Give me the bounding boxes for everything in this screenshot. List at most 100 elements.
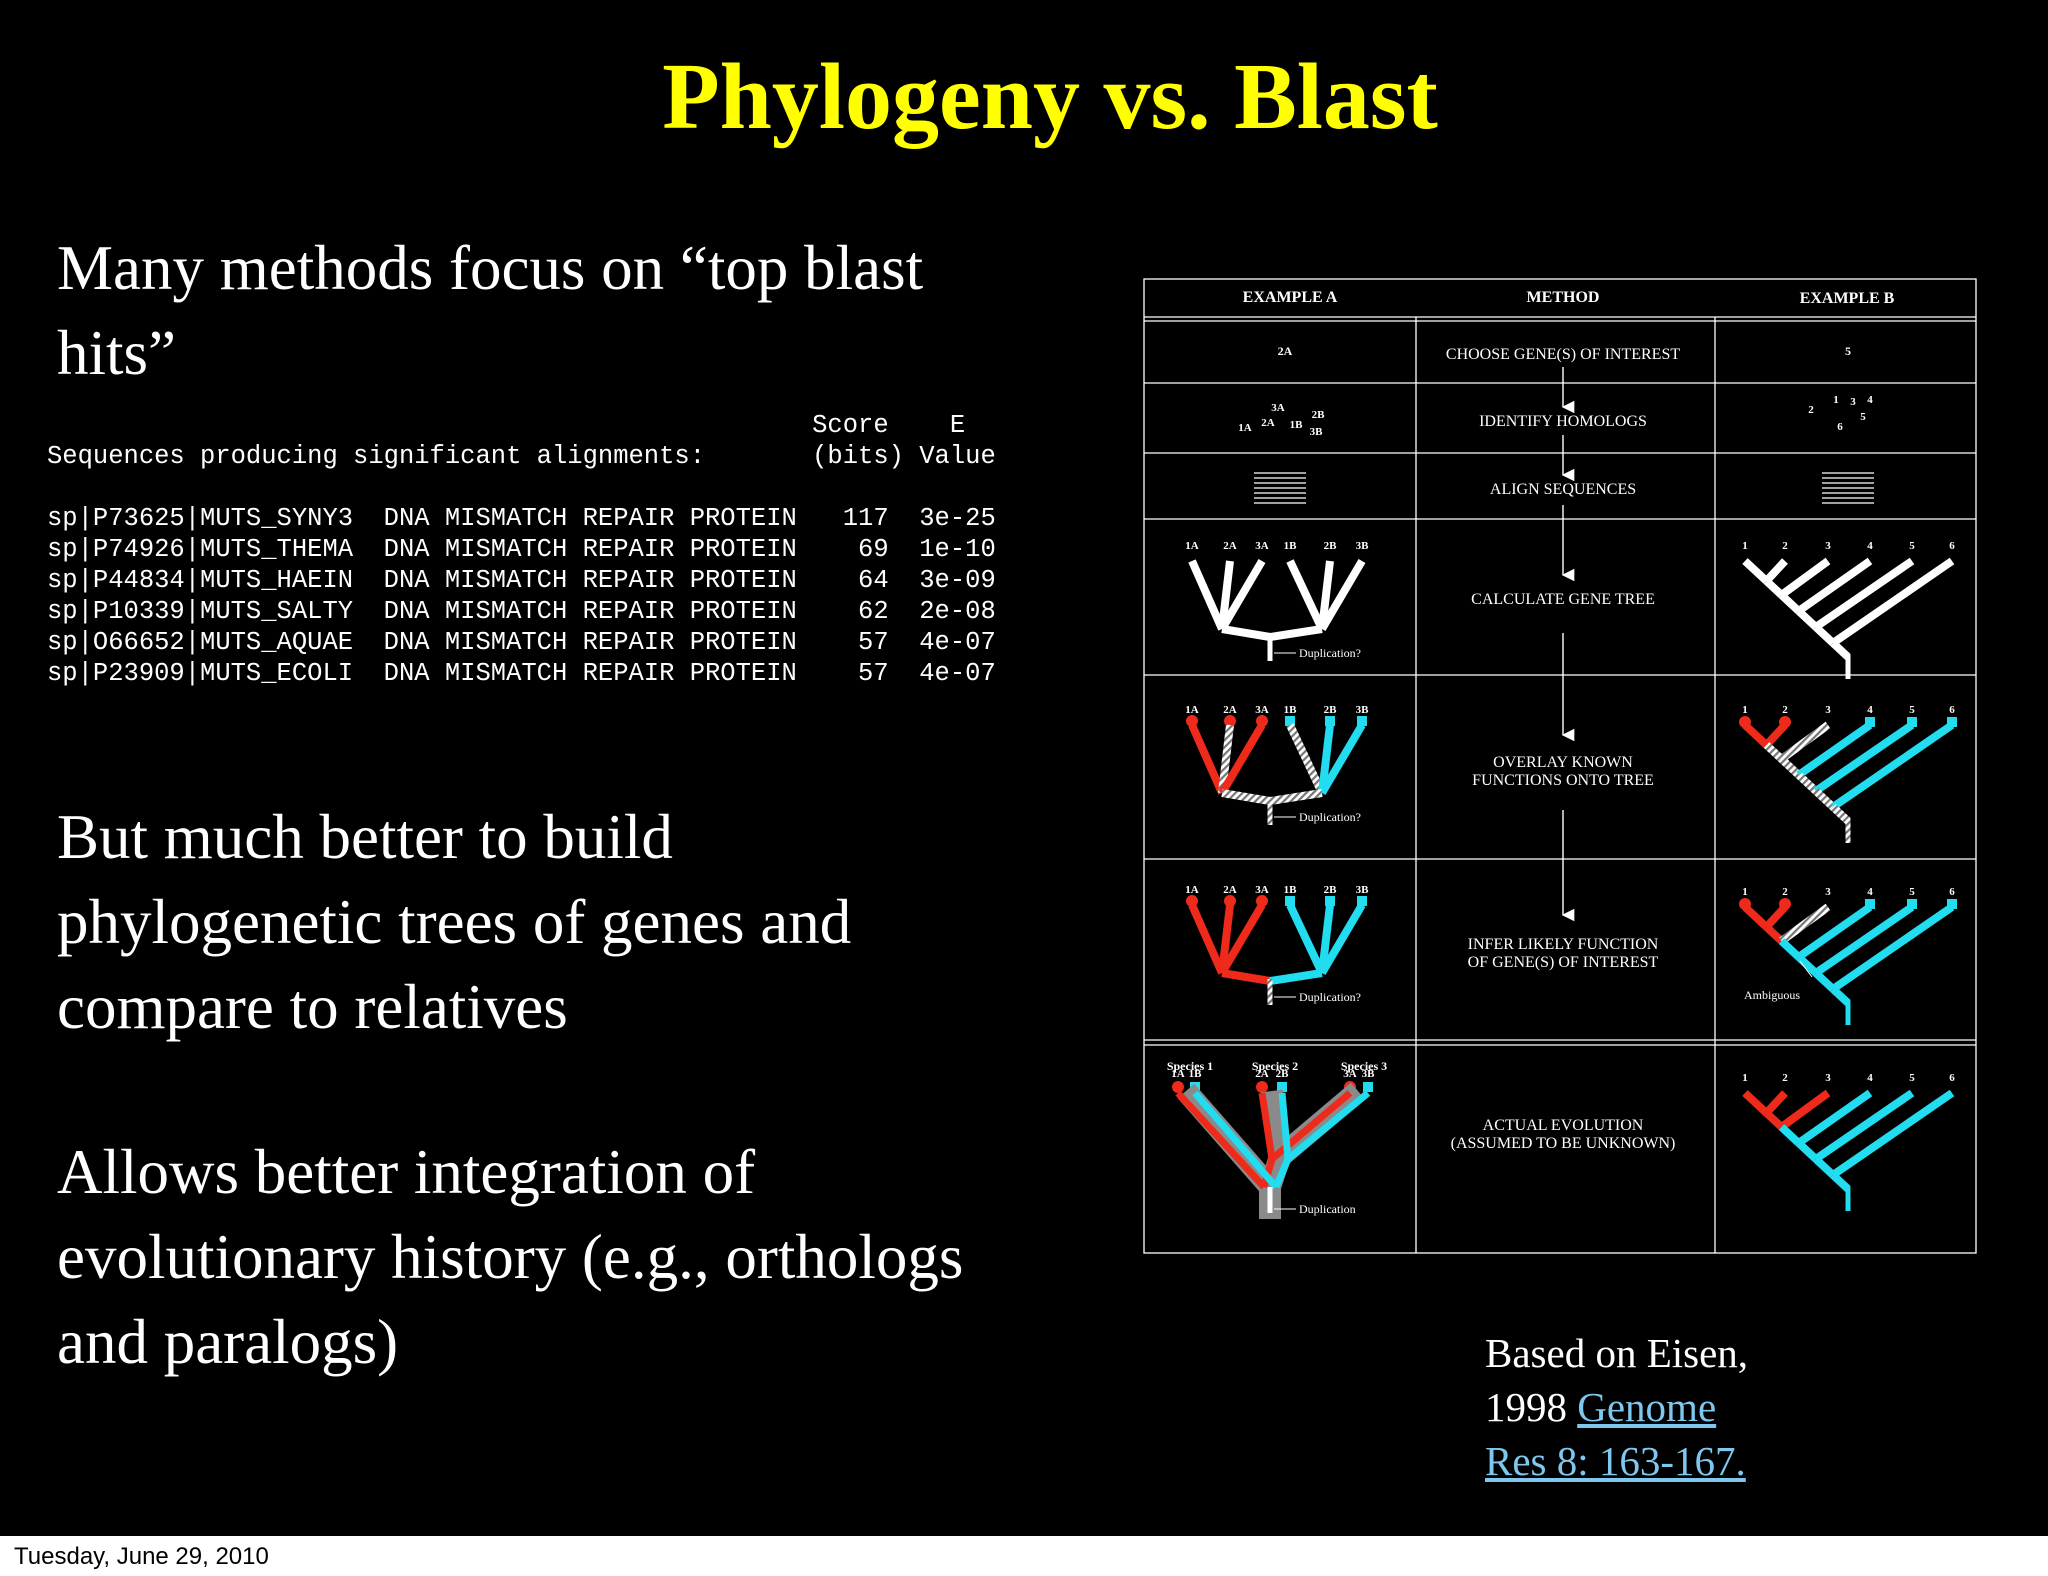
citation-line3: Res 8: 163-167. [1485,1434,1905,1488]
tree-branch [1318,904,1334,974]
tree-branch [1779,557,1831,599]
function-dot-icon [1224,895,1236,907]
tree-branch [1188,723,1226,795]
tree-branch [1763,558,1788,584]
tree-branch [1830,721,1955,811]
tree-leaf-label: 3A [1255,884,1269,896]
tree-branch [1221,969,1271,985]
duplication-label: Duplication? [1299,810,1361,824]
tree-branch [1763,722,1788,748]
step-actual-1: ACTUAL EVOLUTION [1483,1117,1644,1134]
function-square-icon [1357,716,1367,726]
tree-branch [1795,772,1819,794]
tree-branch [1269,789,1323,805]
tree-leaf-label: 1 [1742,540,1748,552]
blast-row: sp|P23909|MUTS_ECOLI DNA MISMATCH REPAIR… [47,659,996,688]
method-steps: CHOOSE GENE(S) OF INTEREST IDENTIFY HOMO… [1446,346,1680,1152]
citation-link-genome[interactable]: Genome [1577,1384,1717,1430]
tree-branch [1318,724,1334,794]
blast-row: sp|O66652|MUTS_AQUAE DNA MISMATCH REPAIR… [47,628,996,657]
tree-branch [1795,954,1819,976]
inferred-tree-a: 1A 2A 3A 1B 2B 3B Duplication? [1185,884,1369,1005]
tree-branch [1813,557,1915,631]
tree-leaf-label: 3B [1362,1068,1376,1080]
tree-branch [1830,1089,1955,1179]
tree-branch [1763,1090,1788,1116]
overlay-tree-a: 1A 2A 3A 1B 2B 3B Duplication? [1185,704,1369,825]
citation-line1: Based on Eisen, [1485,1330,1749,1376]
step-infer-1: INFER LIKELY FUNCTION [1468,936,1659,953]
function-square-icon [1357,896,1367,906]
tree-branch [1285,1090,1371,1162]
label-3a: 3A [1271,402,1285,414]
tree-leaf-label: 5 [1909,1072,1915,1084]
tree-leaf-label: 2 [1782,1072,1788,1084]
species-labels: Species 1 Species 2 Species 3 [1167,1059,1387,1073]
tree-branch [1218,902,1266,976]
tree-branch [1177,1083,1279,1195]
tree-leaf-label: 5 [1909,704,1915,716]
actual-tree-b: 1 2 3 4 5 6 [1742,1072,1955,1211]
gene-of-interest-a: 2A [1278,344,1293,358]
function-square-icon [1277,1082,1287,1092]
tree-leaf-label: 6 [1949,704,1955,716]
species-3-label: Species 3 [1341,1059,1387,1073]
tree-leaf-label: 2B [1324,884,1338,896]
function-square-icon [1907,717,1917,727]
tree-leaf-label: 2A [1223,884,1237,896]
blast-spacer [47,472,996,503]
alignment-icon [1822,472,1874,504]
tree-branch [1742,722,1770,748]
tree-branch [1286,903,1326,975]
function-dot-icon [1224,715,1236,727]
tree-branch [1318,722,1366,796]
tree-leaf-label: 1B [1189,1068,1203,1080]
duplication-label: Duplication [1299,1202,1356,1216]
tree-branch [1778,1124,1802,1146]
tree-leaf-label: 2A [1255,1068,1269,1080]
tree-branch [1218,904,1234,974]
tree-branch [1218,558,1266,632]
tree-leaf-label: 4 [1867,1072,1873,1084]
tree-leaf-label: 6 [1949,1072,1955,1084]
tree-branch [1830,903,1955,993]
header-example-a: EXAMPLE A [1243,289,1338,306]
tree-leaf-label: 1B [1284,704,1298,716]
tree-branch [1795,608,1819,630]
header-method: METHOD [1527,289,1600,306]
tree-branch [1796,721,1873,779]
tree-branch [1779,1089,1831,1131]
tree-branch [1796,557,1873,615]
tree-leaf-label: 3B [1356,704,1370,716]
tree-branch [1318,558,1366,632]
gene-tree-b: 1 2 3 4 5 6 [1742,540,1955,679]
homologs-b: 1 3 4 2 5 6 [1808,394,1873,433]
tree-leaf-label: 3B [1356,540,1370,552]
step-actual-2: (ASSUMED TO BE UNKNOWN) [1451,1135,1676,1152]
step-align: ALIGN SEQUENCES [1490,481,1636,498]
species-2-label: Species 2 [1252,1059,1298,1073]
tree-leaf-label: 6 [1949,886,1955,898]
tree-leaf-label: 1 [1742,886,1748,898]
step-overlay-2: FUNCTIONS ONTO TREE [1472,772,1654,789]
blast-header-line1: Score E [47,411,966,440]
tree-leaf-label: 1B [1284,884,1298,896]
function-dot-icon [1256,1081,1268,1093]
slide-title: Phylogeny vs. Blast [662,45,1438,149]
function-square-icon [1325,896,1335,906]
citation-link-res[interactable]: Res 8: 163-167. [1485,1438,1746,1484]
tree-branch [1778,938,1802,960]
tree-leaf-label: 4 [1867,886,1873,898]
paragraph-top-blast-hits: Many methods focus on “top blast hits” [57,233,924,388]
diagram-headers: EXAMPLE A METHOD EXAMPLE B [1243,289,1895,307]
header-example-b: EXAMPLE B [1800,290,1895,307]
tree-branch [1269,625,1323,641]
tree-leaf-label: 4 [1867,540,1873,552]
paragraph-phylogenetic-trees: But much better to build phylogenetic tr… [57,802,852,1042]
blast-row: sp|P44834|MUTS_HAEIN DNA MISMATCH REPAIR… [47,566,996,595]
tree-branch [1318,560,1334,630]
function-square-icon [1947,899,1957,909]
label-2a: 2A [1261,417,1275,429]
duplication-label: Duplication? [1299,646,1361,660]
overlay-tree-b: 1 2 3 4 5 6 [1739,704,1957,843]
